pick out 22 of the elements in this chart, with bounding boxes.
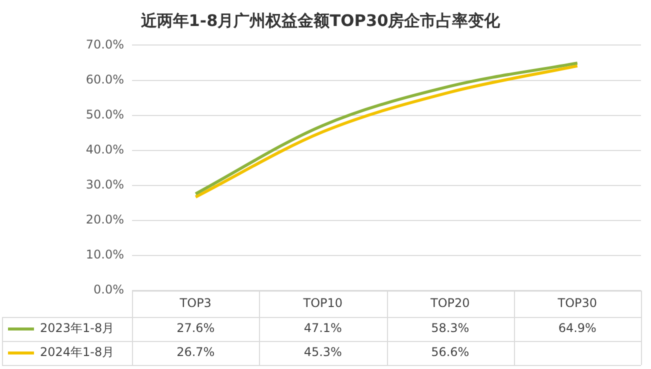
data-label: 47.1%: [304, 321, 342, 336]
x-tick-label: TOP10: [302, 296, 343, 310]
y-tick-label: 60.0%: [86, 72, 124, 86]
x-tick-label: TOP20: [429, 296, 470, 310]
y-tick-label: 50.0%: [86, 107, 124, 122]
chart-title: 近两年1-8月广州权益金额TOP30房企市占率变化: [140, 10, 502, 30]
x-tick-label: TOP3: [178, 296, 212, 310]
data-label: 64.9%: [558, 321, 596, 336]
y-tick-label: 10.0%: [86, 248, 124, 262]
data-label: 27.6%: [176, 321, 215, 336]
data-label: 58.3%: [431, 321, 470, 336]
y-tick-label: 70.0%: [86, 37, 124, 52]
y-tick-label: 40.0%: [86, 142, 124, 156]
y-tick-label: 0.0%: [94, 282, 124, 297]
data-label: 45.3%: [304, 345, 342, 360]
legend-label: 2023年1-8月: [40, 321, 114, 336]
data-label: 56.6%: [431, 345, 470, 360]
data-label: 26.7%: [176, 345, 215, 360]
legend-label: 2024年1-8月: [40, 345, 114, 360]
x-tick-label: TOP30: [556, 296, 598, 310]
y-tick-label: 30.0%: [86, 178, 124, 192]
y-tick-label: 20.0%: [86, 212, 124, 227]
